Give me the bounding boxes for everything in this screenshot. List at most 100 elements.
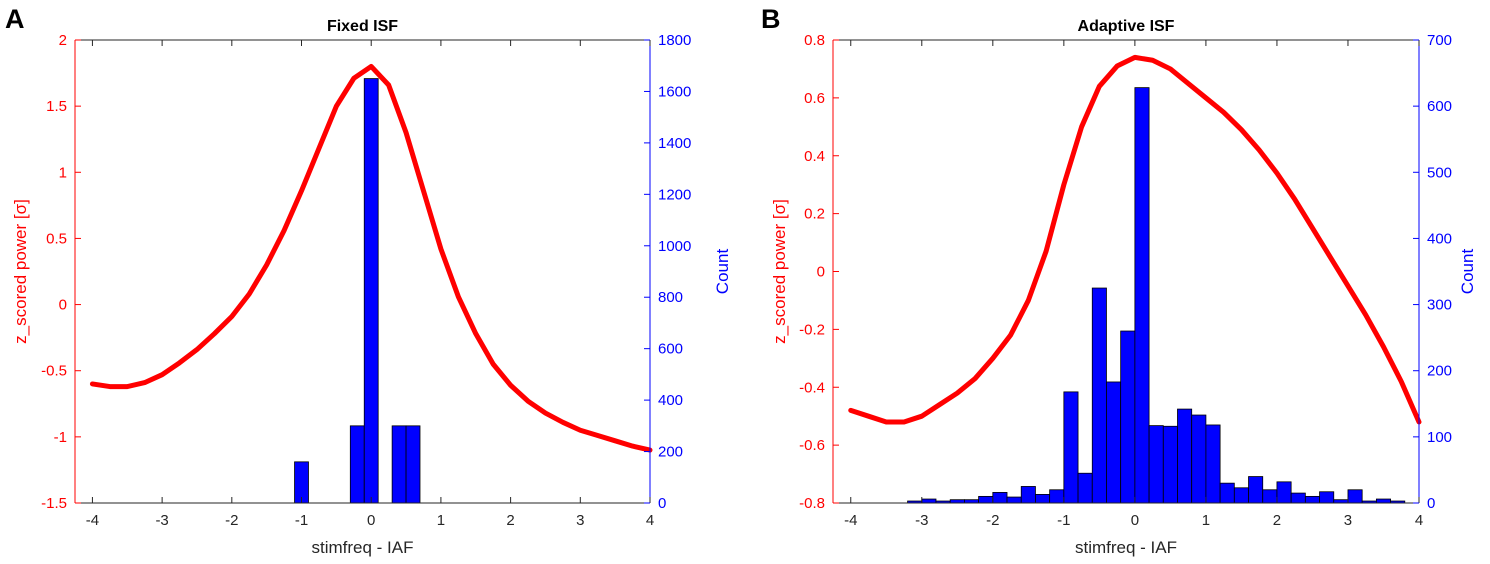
histogram-bar [1091, 287, 1107, 504]
left-y-tick-label: -0.6 [799, 437, 825, 454]
histogram-bar [294, 461, 309, 504]
histogram-bar [1006, 496, 1022, 504]
power-curve [89, 63, 653, 453]
x-tick-label: 3 [576, 512, 584, 529]
left-y-tick-label: -0.2 [799, 321, 825, 338]
right-y-tick-label: 400 [658, 392, 683, 409]
histogram-bar [1049, 489, 1065, 504]
chart-title: Adaptive ISF [1078, 18, 1175, 35]
x-tick-label: 0 [1131, 512, 1139, 529]
histogram-bar [1106, 381, 1122, 504]
right-y-tick-label: 200 [658, 444, 683, 461]
right-y-tick-label: 100 [1427, 429, 1452, 446]
histogram-bar [1020, 486, 1036, 504]
chart-fixed-isf: -4 -3 -2 -1 0 1 2 3 4 -1.5 -1 -0.5 0 0.5 1 1.5 2 0 200 400 6… [11, 18, 732, 557]
histogram-bar [1248, 476, 1264, 504]
x-tick-label: -2 [986, 512, 999, 529]
histogram-bar [1276, 481, 1292, 504]
histogram-bar [405, 425, 421, 504]
panel-b: B -4 -3 -2 -1 0 1 2 3 4 -0.8 -0.6 -0.4 -0.2 0 0.2 0.4 0.… [745, 0, 1490, 564]
histogram-bar [391, 425, 407, 504]
right-y-tick-label: 600 [1427, 98, 1452, 115]
x-tick-label: -4 [844, 512, 857, 529]
left-y-tick-label: 1 [59, 164, 67, 181]
left-y-axis-label: z_scored power [σ] [770, 199, 789, 344]
right-y-axis-label: Count [713, 249, 732, 295]
x-tick-label: 2 [506, 512, 514, 529]
histogram-bar [1191, 414, 1207, 504]
left-y-tick-label: -0.5 [41, 363, 67, 380]
left-y-tick-label: 0 [817, 264, 825, 281]
histogram-bar [363, 78, 379, 504]
x-tick-label: -2 [225, 512, 238, 529]
right-y-tick-label: 1000 [658, 238, 691, 255]
histogram-bar [1262, 489, 1278, 504]
panel-letter-b: B [761, 4, 781, 34]
x-axis-label: stimfreq - IAF [311, 538, 413, 557]
x-tick-label: -1 [295, 512, 308, 529]
histogram-bar [1304, 495, 1320, 504]
x-tick-label: -3 [915, 512, 928, 529]
x-tick-label: 1 [437, 512, 445, 529]
panel-letter-a: A [5, 4, 25, 34]
histogram-bar [1063, 391, 1079, 504]
left-y-axis-label: z_scored power [σ] [11, 199, 30, 344]
histogram-bar [921, 498, 937, 504]
histogram-bar [992, 492, 1008, 504]
histogram-bar [1290, 492, 1306, 504]
x-axis-label: stimfreq - IAF [1075, 538, 1177, 557]
right-y-tick-label: 700 [1427, 32, 1452, 49]
power-curve [848, 54, 1422, 425]
x-tick-label: 3 [1344, 512, 1352, 529]
histogram-bar [1177, 408, 1193, 504]
right-y-tick-label: 1400 [658, 135, 691, 152]
right-y-tick-label: 1800 [658, 32, 691, 49]
right-y-tick-label: 300 [1427, 297, 1452, 314]
histogram-bar [1077, 472, 1093, 504]
histogram-bars [907, 87, 1406, 504]
histogram-bar [1162, 425, 1178, 504]
right-y-tick-label: 0 [1427, 495, 1435, 512]
x-tick-label: -3 [155, 512, 168, 529]
histogram-bar [1134, 87, 1150, 504]
right-y-tick-label: 500 [1427, 164, 1452, 181]
right-y-tick-label: 1200 [658, 186, 691, 203]
x-tick-label: 4 [1415, 512, 1423, 529]
left-y-tick-label: -0.4 [799, 379, 825, 396]
chart-adaptive-isf: -4 -3 -2 -1 0 1 2 3 4 -0.8 -0.6 -0.4 -0.2 0 0.2 0.4 0.6 0… [770, 18, 1477, 557]
left-y-tick-label: 0 [59, 297, 67, 314]
right-y-tick-label: 600 [658, 341, 683, 358]
x-tick-label: -1 [1057, 512, 1070, 529]
histogram-bar [349, 425, 365, 504]
panel-a: A -4 -3 -2 -1 0 1 2 3 4 -1.5 -1 -0.5 0 0.5 1 1.5 2 0 200 40… [5, 4, 732, 557]
histogram-bar [1319, 491, 1335, 504]
left-y-tick-label: -1 [54, 429, 67, 446]
left-y-tick-label: 0.8 [804, 32, 825, 49]
histogram-bar [1219, 482, 1235, 504]
right-y-tick-label: 1600 [658, 83, 691, 100]
x-tick-label: 0 [367, 512, 375, 529]
histogram-bar [1347, 489, 1363, 504]
left-y-tick-label: 0.6 [804, 90, 825, 107]
left-y-tick-label: -0.8 [799, 495, 825, 512]
histogram-bars [294, 78, 421, 504]
histogram-bar [1120, 330, 1136, 504]
histogram-bar [1148, 425, 1164, 504]
histogram-bar [1375, 498, 1391, 504]
left-y-tick-label: 0.5 [46, 230, 67, 247]
left-y-tick-label: 2 [59, 32, 67, 49]
histogram-bar [978, 495, 994, 504]
histogram-bar [1233, 487, 1249, 504]
right-y-axis-label: Count [1458, 249, 1477, 295]
right-y-tick-label: 400 [1427, 230, 1452, 247]
right-y-tick-label: 200 [1427, 363, 1452, 380]
x-tick-label: -4 [86, 512, 99, 529]
left-y-tick-label: 0.2 [804, 206, 825, 223]
histogram-bar [1205, 424, 1221, 504]
left-y-tick-label: 1.5 [46, 98, 67, 115]
histogram-bar [1035, 494, 1051, 504]
right-y-tick-label: 800 [658, 289, 683, 306]
right-y-tick-label: 0 [658, 495, 666, 512]
x-tick-label: 4 [646, 512, 654, 529]
left-y-tick-label: 0.4 [804, 148, 825, 165]
